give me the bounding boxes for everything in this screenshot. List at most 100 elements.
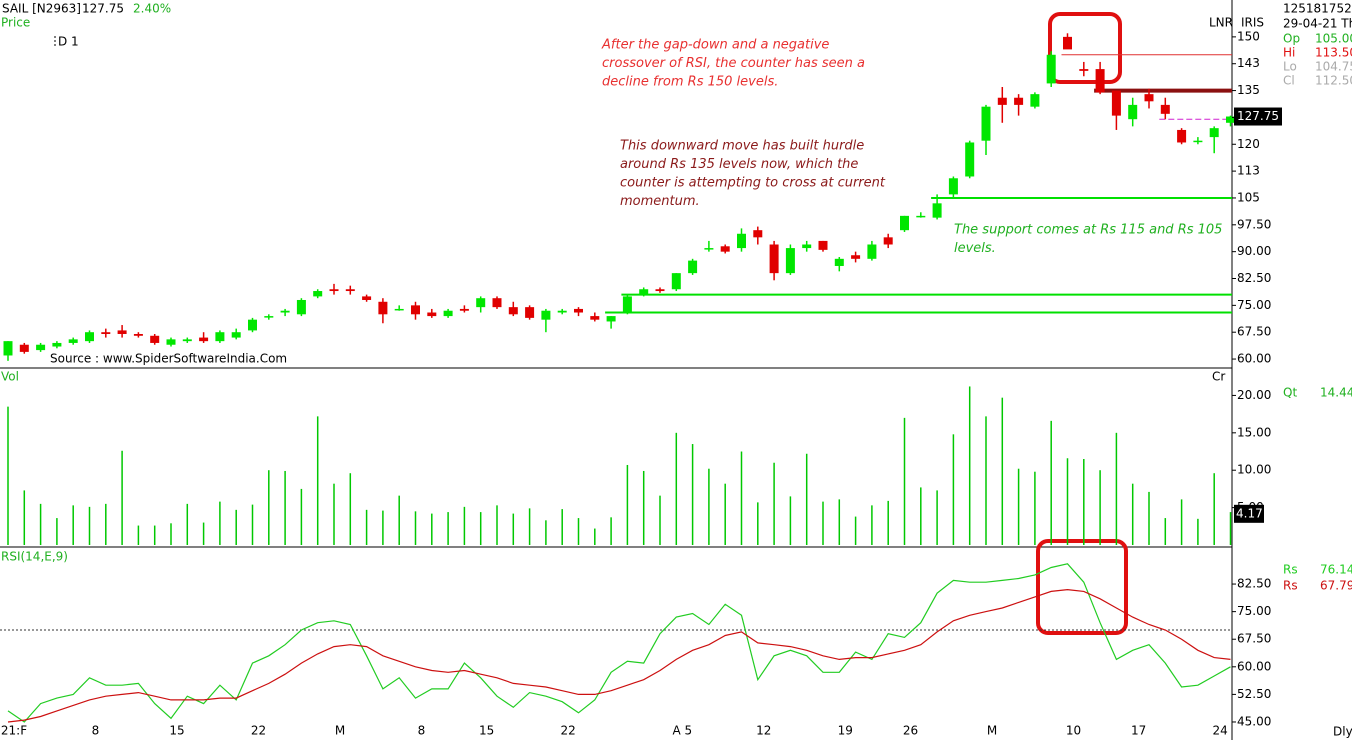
y-tick-label: 75.00	[1237, 298, 1271, 312]
date: 29-04-21 Thu	[1283, 17, 1352, 31]
volume-bar	[594, 528, 596, 545]
volume-bar	[1001, 397, 1004, 545]
last-price: 127.75	[1237, 109, 1279, 123]
volume-bar	[708, 468, 710, 545]
candle-body	[264, 316, 274, 318]
volume-bar	[496, 505, 498, 545]
candle-body	[818, 240, 828, 250]
volume-bar	[805, 453, 808, 545]
candle-body	[1030, 94, 1040, 107]
volume-total: 125181752.0	[1283, 2, 1352, 16]
volume-bar	[39, 503, 42, 545]
volume-bar	[920, 487, 922, 545]
candle-body	[1177, 129, 1187, 143]
candle-body	[525, 307, 535, 318]
volume-bar	[626, 464, 629, 545]
x-tick-label: A 5	[672, 724, 692, 738]
volume-bar	[512, 513, 515, 545]
x-tick-label: 21:F	[1, 724, 27, 738]
volume-bar	[268, 470, 270, 545]
volume-bar	[349, 473, 352, 545]
y-tick-label: 97.50	[1237, 217, 1271, 231]
volume-bar	[1131, 483, 1134, 545]
annotation: counter is attempting to cross at curren…	[620, 176, 886, 191]
qty: 14.44	[1320, 386, 1352, 400]
volume-bar	[447, 512, 449, 545]
volume-bar	[822, 501, 824, 545]
y-tick-label: 60.00	[1237, 659, 1271, 673]
volume-bar	[773, 462, 775, 545]
candle-body	[1128, 104, 1138, 120]
x-tick-label: 26	[903, 724, 918, 738]
volume-bar	[316, 416, 319, 545]
candle-body	[117, 330, 127, 334]
volume-bar	[398, 495, 400, 545]
volume-bar	[936, 490, 938, 545]
candle-body	[606, 316, 616, 322]
annotation: This downward move has built hurdle	[620, 139, 864, 154]
candle-body	[883, 237, 893, 245]
change: 2.40%	[133, 2, 171, 16]
candle-body	[427, 312, 437, 317]
volume-bar	[545, 520, 547, 545]
candle-body	[622, 296, 632, 313]
volume-bar	[887, 500, 889, 545]
candle-body	[443, 310, 453, 317]
volume-bar	[1115, 432, 1118, 545]
y-tick-label: 135	[1237, 83, 1260, 97]
volume-bar	[170, 523, 172, 545]
y-tick-label: 45.00	[1237, 714, 1271, 728]
candle-body	[965, 142, 975, 177]
readout-value: 105.00	[1315, 32, 1352, 46]
y-tick-label: 67.50	[1237, 325, 1271, 339]
volume-bar	[968, 386, 971, 545]
y-tick-label: 143	[1237, 56, 1260, 70]
candle-body	[362, 296, 372, 300]
lnr: LNR	[1209, 16, 1233, 30]
volume-bar	[789, 496, 792, 545]
candle-body	[492, 298, 502, 308]
x-tick-label: 22	[561, 724, 576, 738]
y-tick-label: 20.00	[1237, 388, 1271, 402]
volume-bar	[1083, 458, 1085, 545]
volume-bar	[365, 509, 368, 545]
x-tick-label: 17	[1131, 724, 1146, 738]
y-tick-label: 105	[1237, 190, 1260, 204]
volume-bar	[88, 506, 91, 545]
price: 127.75	[82, 2, 124, 16]
candle-body	[52, 342, 62, 347]
y-tick-label: 82.50	[1237, 577, 1271, 591]
candle-body	[655, 289, 665, 292]
candle-body	[1193, 140, 1203, 143]
candle-body	[459, 308, 469, 311]
candle-body	[590, 316, 600, 320]
volume-bar	[1164, 518, 1167, 545]
candle-body	[476, 298, 486, 308]
highlight-box	[1036, 539, 1128, 635]
candle-body	[231, 332, 241, 338]
candle-body	[688, 260, 698, 274]
candle-body	[182, 339, 192, 342]
y-tick-label: 10.00	[1237, 463, 1271, 477]
candle-body	[19, 344, 29, 352]
readout-label: Op	[1283, 32, 1300, 46]
volume-bar	[740, 451, 743, 545]
candle-body	[394, 308, 404, 311]
qty-label: Qt	[1283, 386, 1297, 400]
x-tick-label: 24	[1213, 724, 1228, 738]
candle-body	[150, 335, 160, 343]
legend-label: Rs	[1283, 579, 1298, 593]
volume-bar	[219, 501, 221, 545]
candle-body	[916, 215, 926, 218]
candle-body	[671, 273, 681, 290]
annotation: decline from Rs 150 levels.	[602, 75, 778, 90]
volume-bar	[675, 432, 678, 545]
volume-bar	[952, 434, 955, 545]
volume-bar	[56, 518, 58, 545]
volume-bar	[121, 450, 123, 545]
x-tick-label: M	[987, 724, 997, 738]
candle-body	[851, 255, 861, 259]
candle-body	[508, 307, 518, 315]
volume-bar	[903, 417, 906, 545]
candle-body	[1014, 97, 1024, 105]
